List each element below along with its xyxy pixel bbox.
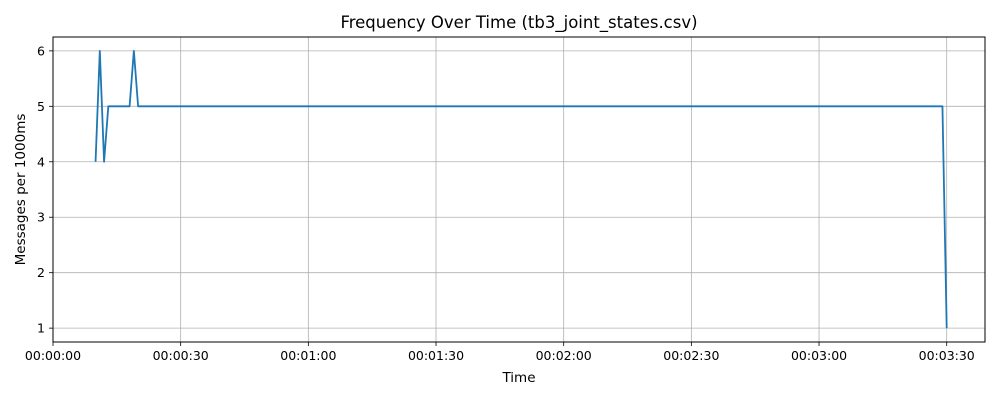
- x-tick-label: 00:02:30: [663, 348, 719, 363]
- x-tick-label: 00:00:30: [153, 348, 209, 363]
- x-axis-label: Time: [501, 370, 535, 386]
- y-tick-label: 4: [37, 154, 45, 169]
- chart-title: Frequency Over Time (tb3_joint_states.cs…: [340, 13, 697, 33]
- x-tick-label: 00:01:30: [408, 348, 464, 363]
- y-tick-label: 1: [37, 321, 45, 336]
- y-tick-label: 5: [37, 99, 45, 114]
- y-tick-label: 2: [37, 265, 45, 280]
- x-tick-label: 00:02:00: [536, 348, 592, 363]
- plot-frame: [52, 36, 986, 343]
- y-tick-label: 6: [37, 43, 45, 58]
- x-tick-label: 00:03:30: [919, 348, 975, 363]
- y-axis-label: Messages per 1000ms: [13, 114, 29, 266]
- x-tick-label: 00:01:00: [280, 348, 336, 363]
- series-layer: [94, 49, 948, 329]
- x-tick-label: 00:00:00: [25, 348, 81, 363]
- y-tick-label: 3: [37, 210, 45, 225]
- axis-ticks: 00:00:00 00:00:30 00:01:00 00:01:30 00:02:00…: [25, 43, 975, 363]
- x-tick-label: 00:03:00: [791, 348, 847, 363]
- series-line: [94, 49, 948, 329]
